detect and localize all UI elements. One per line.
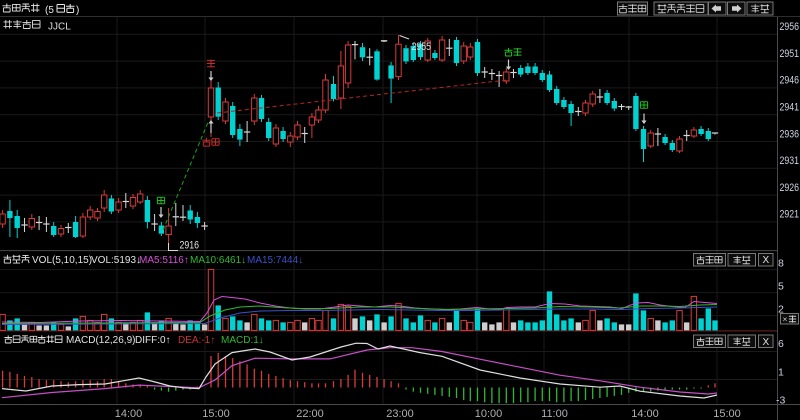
svg-text:DIFF:0↑: DIFF:0↑ [135, 335, 171, 346]
svg-text:5: 5 [778, 281, 784, 293]
svg-text:2941: 2941 [780, 102, 800, 114]
svg-text:2946: 2946 [780, 75, 800, 87]
svg-text:DEA:-1↑: DEA:-1↑ [178, 335, 215, 346]
svg-text:15:00: 15:00 [713, 408, 741, 420]
svg-text:6: 6 [778, 338, 784, 350]
svg-text:MA15:7444↓: MA15:7444↓ [247, 255, 303, 266]
svg-text:22:00: 22:00 [296, 408, 324, 420]
svg-text:15:00: 15:00 [202, 408, 230, 420]
svg-text:2955: 2955 [412, 41, 432, 53]
svg-text:MA10:6461↓: MA10:6461↓ [190, 255, 246, 266]
svg-text:14:00: 14:00 [115, 408, 143, 420]
svg-text:2926: 2926 [780, 182, 800, 194]
svg-text:VOL(5,10,15): VOL(5,10,15) [32, 255, 92, 266]
svg-text:2: 2 [778, 304, 784, 316]
svg-text:×: × [783, 314, 788, 324]
svg-text:1: 1 [778, 367, 784, 379]
svg-text:VOL:5193↓: VOL:5193↓ [91, 255, 141, 266]
svg-text:X: X [762, 255, 769, 266]
svg-text:23:00: 23:00 [386, 408, 414, 420]
svg-text:MA5:5116↑: MA5:5116↑ [139, 255, 189, 266]
svg-text:14:00: 14:00 [631, 408, 659, 420]
svg-text:MACD(12,26,9): MACD(12,26,9) [66, 335, 135, 346]
svg-text:2951: 2951 [780, 48, 800, 60]
svg-text:JJCL: JJCL [48, 22, 71, 33]
svg-text:): ) [76, 5, 79, 16]
svg-text:2921: 2921 [780, 209, 800, 221]
svg-text:2956: 2956 [780, 21, 800, 33]
svg-text:(5: (5 [45, 5, 54, 16]
svg-text:2936: 2936 [780, 128, 800, 140]
svg-text:-3: -3 [776, 395, 785, 407]
svg-text:11:00: 11:00 [541, 408, 568, 420]
svg-text:2916: 2916 [180, 240, 200, 252]
svg-text:MACD:1↓: MACD:1↓ [221, 335, 264, 346]
svg-text:10:00: 10:00 [475, 408, 503, 420]
svg-text:2931: 2931 [780, 155, 800, 167]
svg-text:X: X [762, 337, 769, 348]
svg-text:8: 8 [778, 258, 784, 270]
